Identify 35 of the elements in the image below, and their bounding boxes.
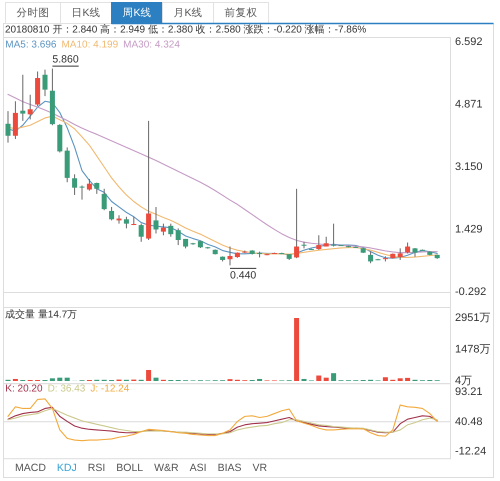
y-tick-label: 3.150 bbox=[455, 161, 483, 173]
chart-title: 20180810 开：2.840 高：2.949 低：2.380 收：2.580 涨跌：-0.220 涨幅：-7.86% bbox=[5, 24, 366, 36]
tabs: MACD KDJ RSI BOLL W&R ASI BIAS VR bbox=[15, 462, 268, 474]
tab: 前复权 bbox=[213, 2, 270, 24]
y-tick-label: -12.24 bbox=[455, 446, 486, 458]
y-tick-label: 6.592 bbox=[455, 36, 483, 48]
chart-title: 成交量 量14.7万 bbox=[5, 308, 78, 320]
y-tick-label: 4.871 bbox=[455, 98, 483, 110]
legend: K: 20.20 D: 36.43 J: -12.24 bbox=[5, 384, 130, 394]
y-tick-label: 2951万 bbox=[455, 312, 490, 324]
y-tick-label: 1478万 bbox=[455, 343, 490, 356]
bar bbox=[382, 377, 388, 381]
bar bbox=[153, 378, 159, 381]
y-tick-label: -0.292 bbox=[455, 286, 486, 298]
annotation: 0.440 bbox=[230, 268, 257, 282]
bar bbox=[57, 378, 62, 381]
y-tick-label: 1.429 bbox=[455, 224, 483, 236]
legend: MA5: 3.696 MA10: 4.199 MA30: 4.324 bbox=[5, 40, 180, 50]
bar bbox=[316, 376, 322, 381]
bar bbox=[50, 378, 55, 381]
line-series bbox=[7, 398, 438, 442]
annotation: 5.860 bbox=[52, 54, 80, 67]
bar bbox=[324, 378, 329, 381]
y-tick-label: 40.48 bbox=[455, 416, 483, 428]
y-tick-label: 4万 bbox=[455, 375, 472, 387]
bar bbox=[64, 378, 70, 381]
bar bbox=[405, 378, 410, 381]
tab: 月K线 bbox=[162, 2, 214, 24]
y-tick-label: 93.21 bbox=[455, 386, 483, 398]
tab: 分时图 bbox=[5, 2, 61, 24]
bar bbox=[331, 373, 336, 381]
tab: 周K线 bbox=[111, 2, 164, 24]
bar bbox=[146, 370, 152, 381]
bar bbox=[294, 318, 300, 381]
bar bbox=[398, 378, 403, 381]
